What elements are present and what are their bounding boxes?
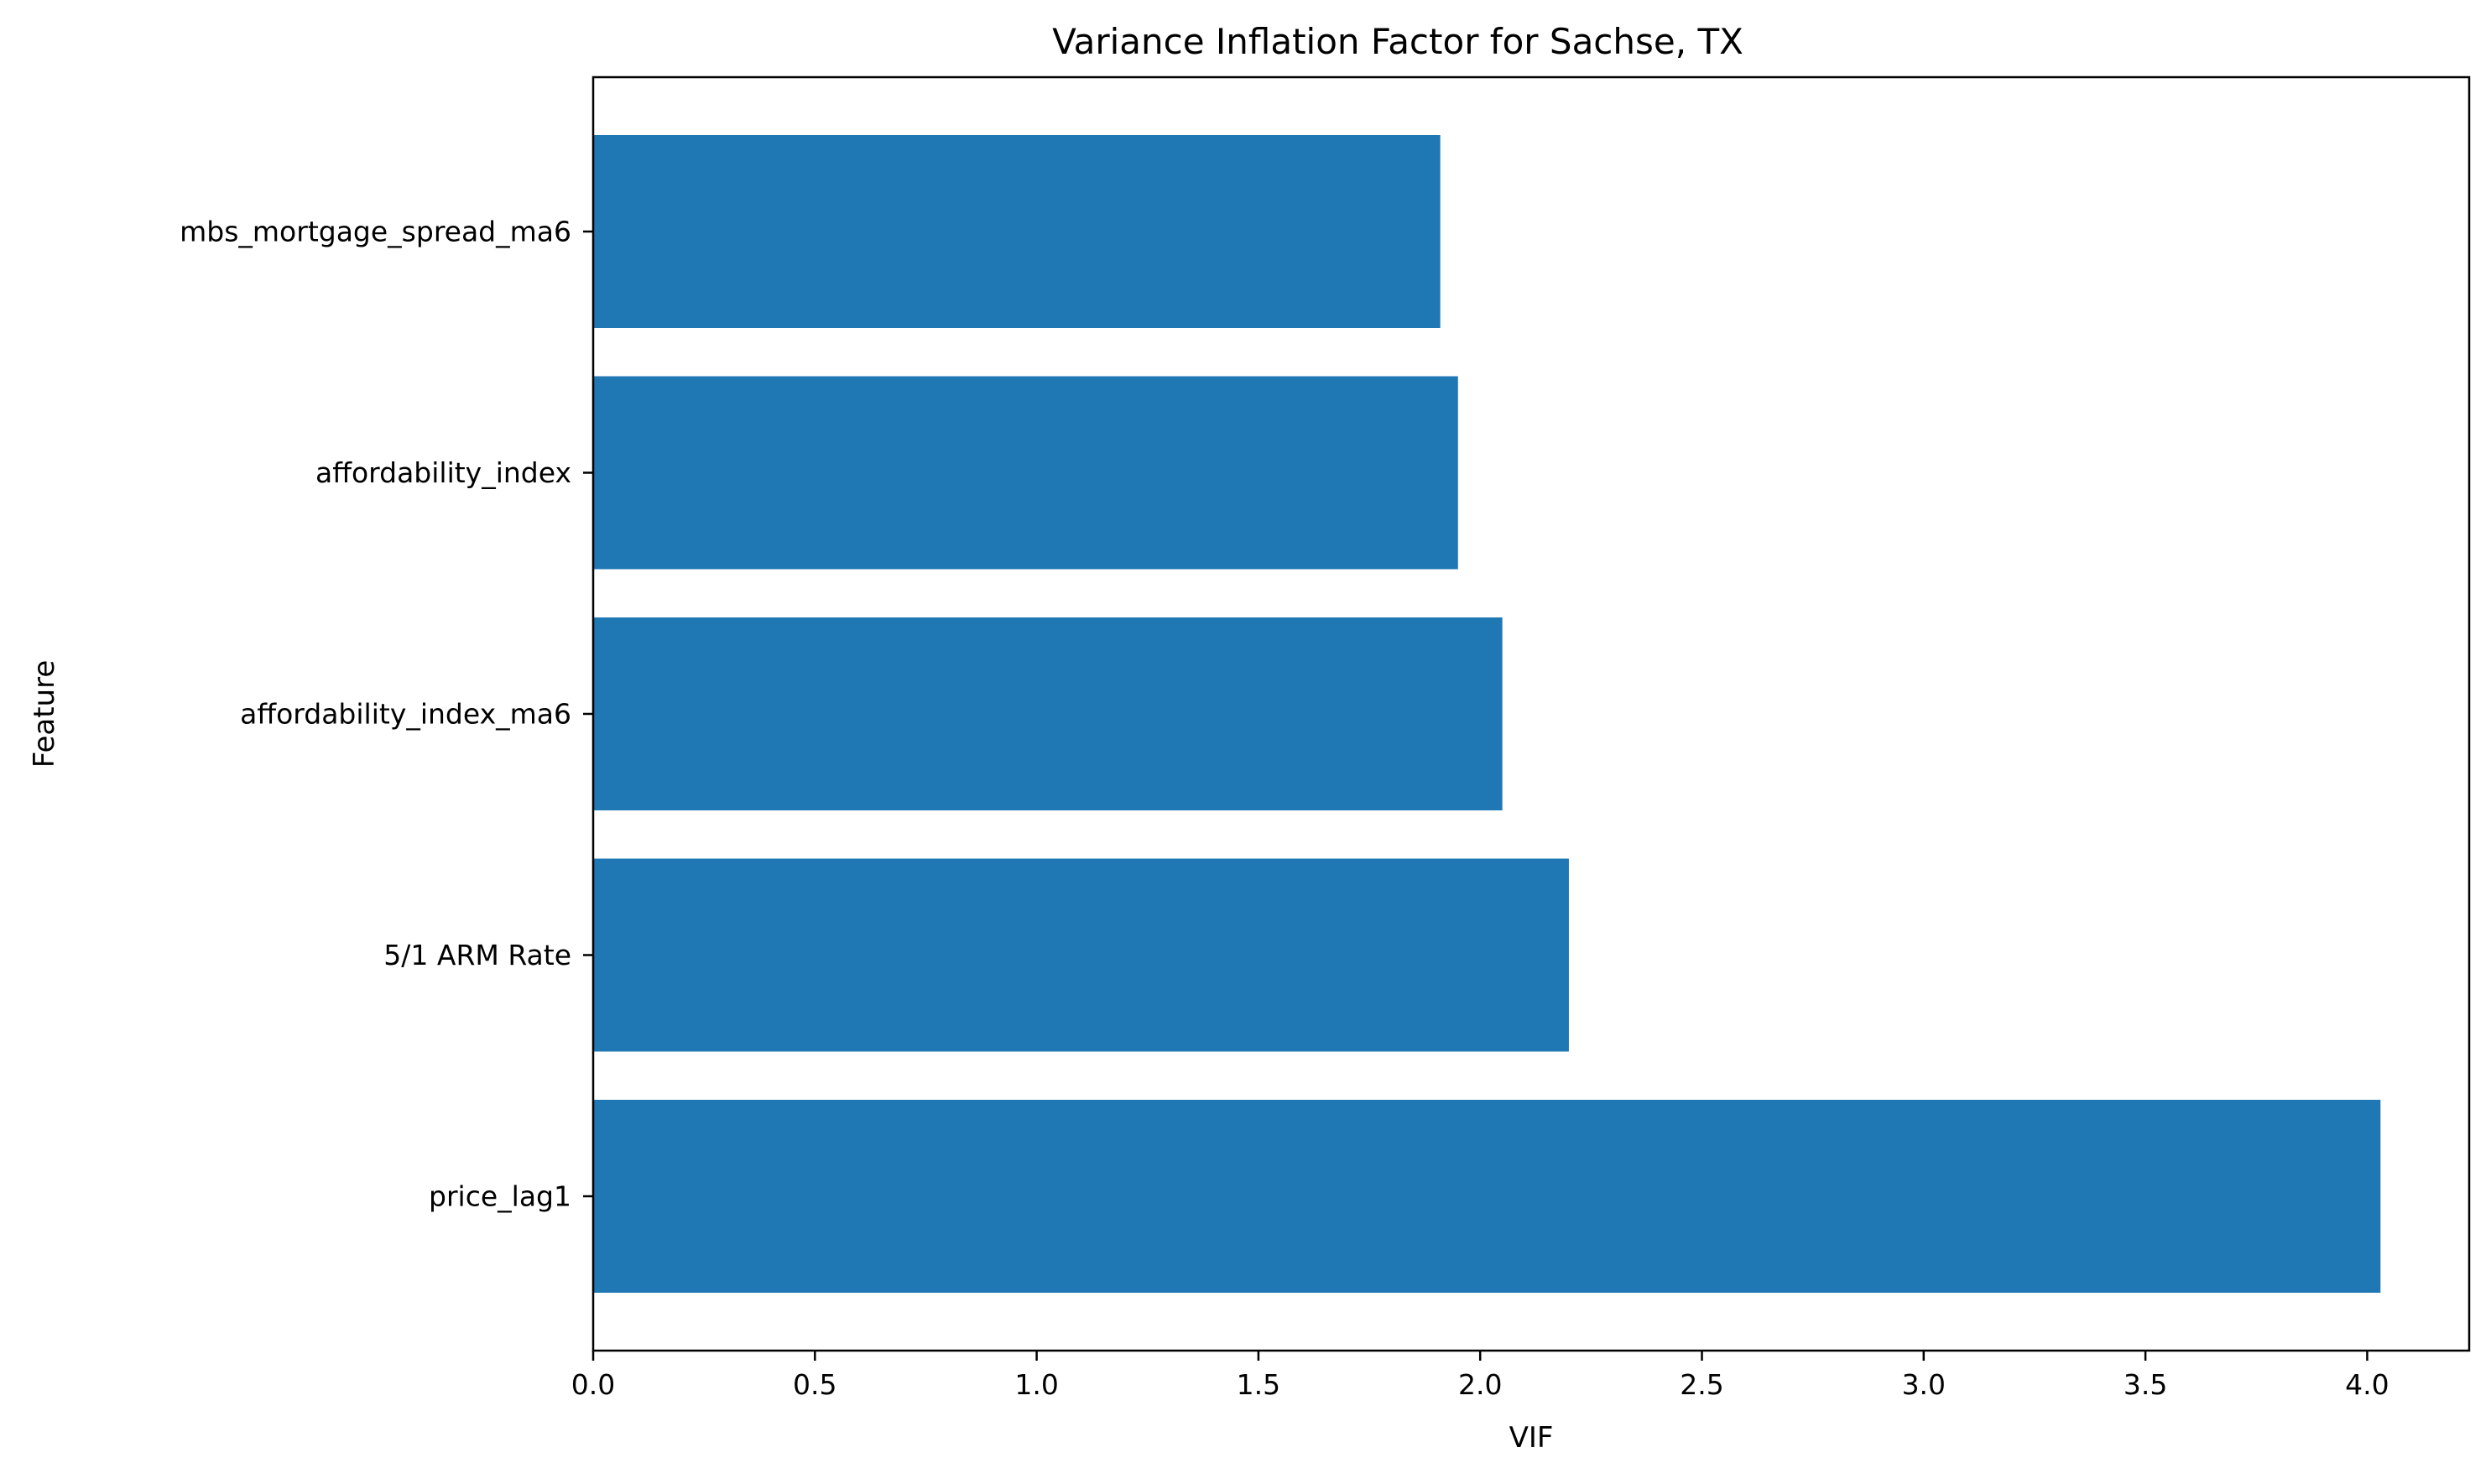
x-tick-label: 3.0 xyxy=(1902,1368,1946,1401)
x-tick-label: 2.5 xyxy=(1680,1368,1723,1401)
x-tick-label: 4.0 xyxy=(2345,1368,2389,1401)
y-tick-label: price_lag1 xyxy=(429,1180,571,1213)
bar-4 xyxy=(593,135,1441,328)
x-tick-label: 2.0 xyxy=(1458,1368,1502,1401)
x-tick-label: 3.5 xyxy=(2124,1368,2167,1401)
y-axis-label: Feature xyxy=(28,660,61,768)
x-tick-label: 1.5 xyxy=(1237,1368,1280,1401)
chart-title: Variance Inflation Factor for Sachse, TX xyxy=(1052,21,1743,62)
y-axis-ticks: price_lag1 5/1 ARM Rate affordability_inde… xyxy=(180,216,593,1213)
bar-1 xyxy=(593,858,1569,1052)
y-tick-label: affordability_index_ma6 xyxy=(240,698,571,731)
bar-2 xyxy=(593,617,1503,810)
y-tick-label: affordability_index xyxy=(315,456,571,489)
x-axis-label: VIF xyxy=(1509,1421,1554,1455)
x-tick-label: 0.5 xyxy=(793,1368,836,1401)
x-axis-ticks: 0.0 0.5 1.0 1.5 2.0 2.5 3.0 3.5 4.0 xyxy=(571,1351,2389,1401)
bars-group xyxy=(593,135,2381,1293)
bar-3 xyxy=(593,376,1458,570)
bar-0 xyxy=(593,1100,2381,1293)
x-tick-label: 0.0 xyxy=(571,1368,615,1401)
y-tick-label: 5/1 ARM Rate xyxy=(383,939,571,971)
x-tick-label: 1.0 xyxy=(1014,1368,1058,1401)
y-tick-label: mbs_mortgage_spread_ma6 xyxy=(180,216,571,248)
